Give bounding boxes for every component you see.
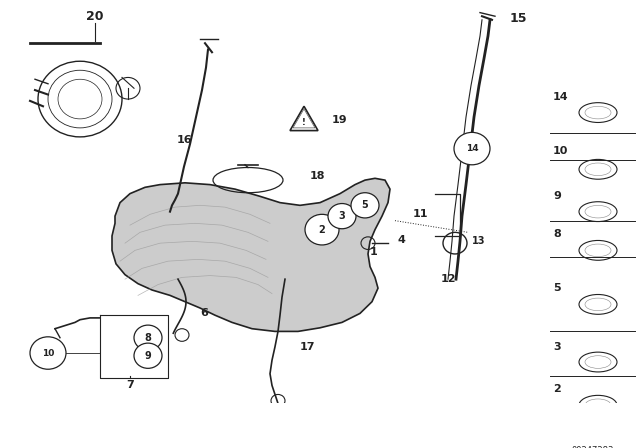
Text: 10: 10 — [553, 146, 568, 156]
Polygon shape — [293, 109, 315, 128]
Polygon shape — [556, 406, 567, 422]
Circle shape — [351, 193, 379, 218]
Circle shape — [454, 133, 490, 165]
Text: 10: 10 — [42, 349, 54, 358]
Text: 00247283: 00247283 — [572, 446, 614, 448]
Text: 16: 16 — [177, 134, 193, 145]
Text: 8: 8 — [553, 229, 561, 239]
Circle shape — [30, 337, 66, 369]
Text: 5: 5 — [553, 283, 561, 293]
Text: 18: 18 — [310, 171, 326, 181]
Text: 12: 12 — [440, 274, 456, 284]
Text: 2: 2 — [319, 224, 325, 235]
Text: 19: 19 — [332, 115, 348, 125]
Text: 14: 14 — [466, 144, 478, 153]
Circle shape — [134, 325, 162, 350]
Text: 20: 20 — [86, 10, 104, 23]
Circle shape — [328, 203, 356, 229]
Text: 5: 5 — [362, 200, 369, 210]
Text: 11: 11 — [413, 209, 428, 220]
Text: 4: 4 — [398, 236, 406, 246]
Text: 17: 17 — [300, 342, 316, 352]
Text: 15: 15 — [510, 12, 527, 25]
Text: !: ! — [302, 118, 306, 127]
Polygon shape — [555, 405, 630, 423]
Text: 1: 1 — [370, 247, 378, 257]
Circle shape — [305, 214, 339, 245]
Circle shape — [134, 343, 162, 368]
Text: 9: 9 — [145, 351, 152, 361]
Text: 9: 9 — [553, 191, 561, 201]
Text: 2: 2 — [553, 384, 561, 394]
Text: 7: 7 — [126, 380, 134, 391]
Text: 13: 13 — [472, 237, 486, 246]
Text: 3: 3 — [339, 211, 346, 221]
Text: 6: 6 — [200, 308, 208, 319]
Polygon shape — [290, 106, 318, 130]
Text: 8: 8 — [145, 333, 152, 343]
Polygon shape — [112, 178, 390, 332]
Text: 14: 14 — [553, 92, 568, 102]
Text: 3: 3 — [553, 342, 561, 352]
